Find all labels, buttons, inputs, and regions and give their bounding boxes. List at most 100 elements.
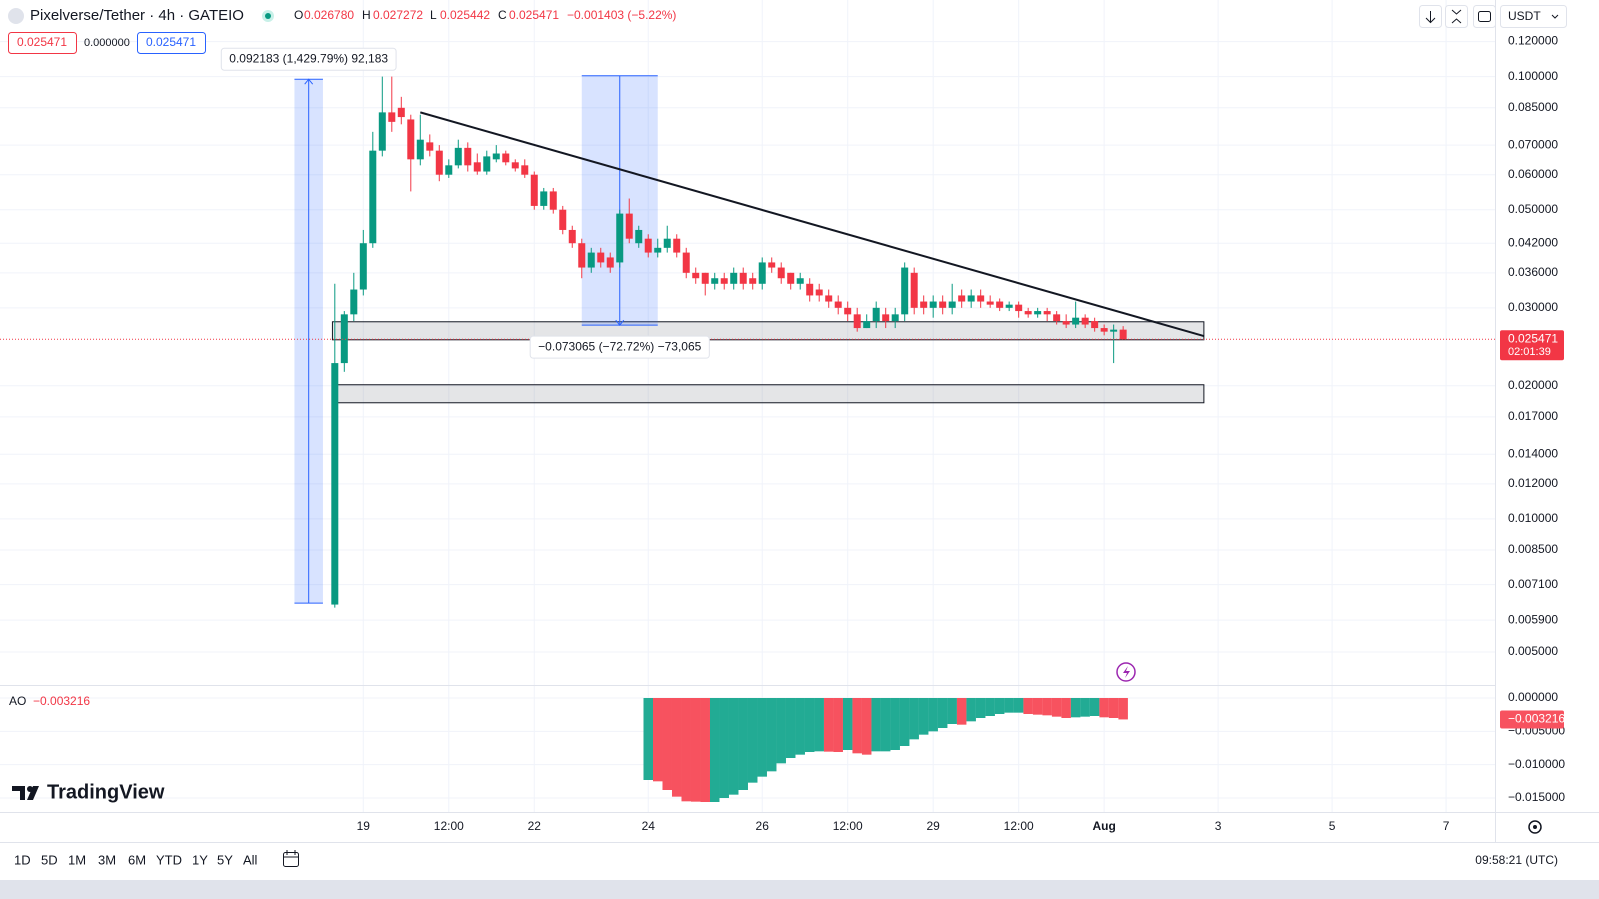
y-tick-label: 0.014000 [1508, 446, 1558, 460]
y-tick-label: 0.042000 [1508, 235, 1558, 249]
ao-bar [1051, 698, 1062, 717]
currency-select[interactable] [1500, 5, 1567, 28]
timeframe-button[interactable]: 6M [128, 852, 146, 867]
clock[interactable]: 09:58:21 (UTC) [1475, 853, 1558, 867]
ao-value-badge [1500, 710, 1564, 729]
ao-bar [842, 698, 853, 750]
trendline[interactable] [420, 111, 1205, 338]
fullscreen-button[interactable] [1473, 5, 1496, 28]
candle-body [1119, 329, 1127, 340]
candle-body [758, 262, 766, 284]
timeframe-button[interactable]: 1M [68, 852, 86, 867]
candle-body [739, 272, 747, 284]
ao-bar [890, 698, 900, 750]
y-tick-label: 0.000000 [1508, 690, 1558, 704]
ohlc-value: 0.025471 [509, 8, 559, 22]
ohlc-value: 0.025442 [440, 8, 490, 22]
candle-body [559, 209, 567, 230]
candle-body [454, 147, 462, 166]
x-tick-label: 22 [528, 819, 542, 833]
buy-button[interactable] [137, 32, 206, 54]
timeframe-button[interactable]: 3M [98, 852, 116, 867]
candle-body [663, 238, 671, 248]
currency: USDT [1508, 9, 1541, 23]
measure-label-box [220, 47, 397, 71]
candle-body [350, 289, 358, 315]
timeframe-button[interactable]: 1D [14, 852, 31, 867]
candle-body [397, 107, 405, 118]
candle-body [749, 278, 757, 284]
candle-body [1034, 311, 1042, 315]
spread: 0.000000 [84, 37, 130, 49]
ao-bar [1118, 698, 1128, 720]
y-tick-label: 0.017000 [1508, 409, 1558, 423]
symbol-title[interactable]: Pixelverse/Tether · 4h · GATEIO [30, 7, 244, 24]
timeframe-button[interactable]: 5Y [217, 852, 233, 867]
candle-body [1100, 328, 1108, 332]
ohlc-label: C [498, 8, 507, 22]
ao-value: −0.003216 [1508, 712, 1565, 726]
candle-body [464, 147, 472, 166]
ao-bar [918, 698, 929, 735]
ao-bar [833, 698, 843, 752]
candle-body [777, 267, 785, 279]
x-tick-label: 26 [756, 819, 770, 833]
brand-logo-dot [27, 786, 33, 792]
candle-body [521, 165, 529, 175]
ao-bar [747, 698, 758, 783]
ao-bar [823, 698, 834, 752]
candle-body [882, 314, 890, 322]
ao-pane [643, 698, 1128, 802]
timeframe-button[interactable]: YTD [156, 852, 182, 867]
ao-bar [690, 698, 701, 802]
ao-bar [814, 698, 824, 752]
candle-body [901, 267, 909, 315]
candle-body [549, 191, 557, 210]
zone[interactable] [331, 321, 1205, 341]
ao-bar [738, 698, 748, 790]
candle-body [616, 213, 624, 263]
candle-body [910, 272, 918, 308]
candle-body [606, 257, 614, 268]
candle-body [1015, 304, 1023, 312]
y-tick-label: 0.085000 [1508, 100, 1558, 114]
ao-bar [880, 698, 891, 752]
y-tick-label: 0.010000 [1508, 511, 1558, 525]
date-range-button[interactable] [283, 852, 299, 867]
timeframe-button[interactable]: 5D [41, 852, 58, 867]
timeframe-button[interactable]: 1Y [192, 852, 208, 867]
ao-bar [1004, 698, 1014, 713]
y-tick-label: 0.100000 [1508, 69, 1558, 83]
y-tick-label: 0.050000 [1508, 202, 1558, 216]
y-tick-label: 0.005900 [1508, 612, 1558, 626]
collapse-button[interactable] [1445, 5, 1468, 28]
ohlc-change: −0.001403 (−5.22%) [567, 8, 676, 22]
candle-body [844, 307, 852, 315]
settings-button[interactable] [1528, 820, 1542, 834]
candle-body [426, 142, 434, 151]
y-tick-label: 0.005000 [1508, 644, 1558, 658]
ao-bar [652, 698, 663, 782]
window-bottom [0, 880, 1599, 899]
y-tick-label: 0.007100 [1508, 577, 1558, 591]
ao-bar [1089, 698, 1100, 716]
indicator-name[interactable]: AO [9, 694, 26, 708]
candle-body [834, 301, 842, 308]
ao-bar [871, 698, 881, 752]
ao-bar [681, 698, 691, 802]
ao-bar [643, 698, 653, 780]
ao-bar [700, 698, 710, 802]
candle-body [1053, 314, 1061, 322]
y-tick-label: −0.015000 [1508, 790, 1565, 804]
sell-button[interactable] [8, 32, 77, 54]
candle-body [701, 272, 709, 284]
ohlc-label: H [362, 8, 371, 22]
timeframe-button[interactable]: All [243, 852, 258, 867]
candle-body [597, 252, 605, 263]
axes: 19 12:00 22 24 26 12:00 29 12:00 Aug 3 5 7 0.120000 0… [357, 34, 1566, 833]
measure-label: 0.092183 (1,429.79%) 92,183 [229, 51, 388, 65]
zone[interactable] [336, 384, 1205, 404]
grid [0, 0, 1495, 812]
